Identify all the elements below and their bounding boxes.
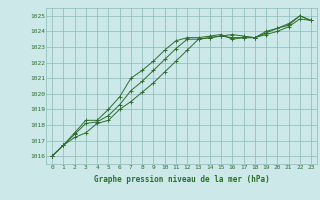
X-axis label: Graphe pression niveau de la mer (hPa): Graphe pression niveau de la mer (hPa) (94, 175, 269, 184)
